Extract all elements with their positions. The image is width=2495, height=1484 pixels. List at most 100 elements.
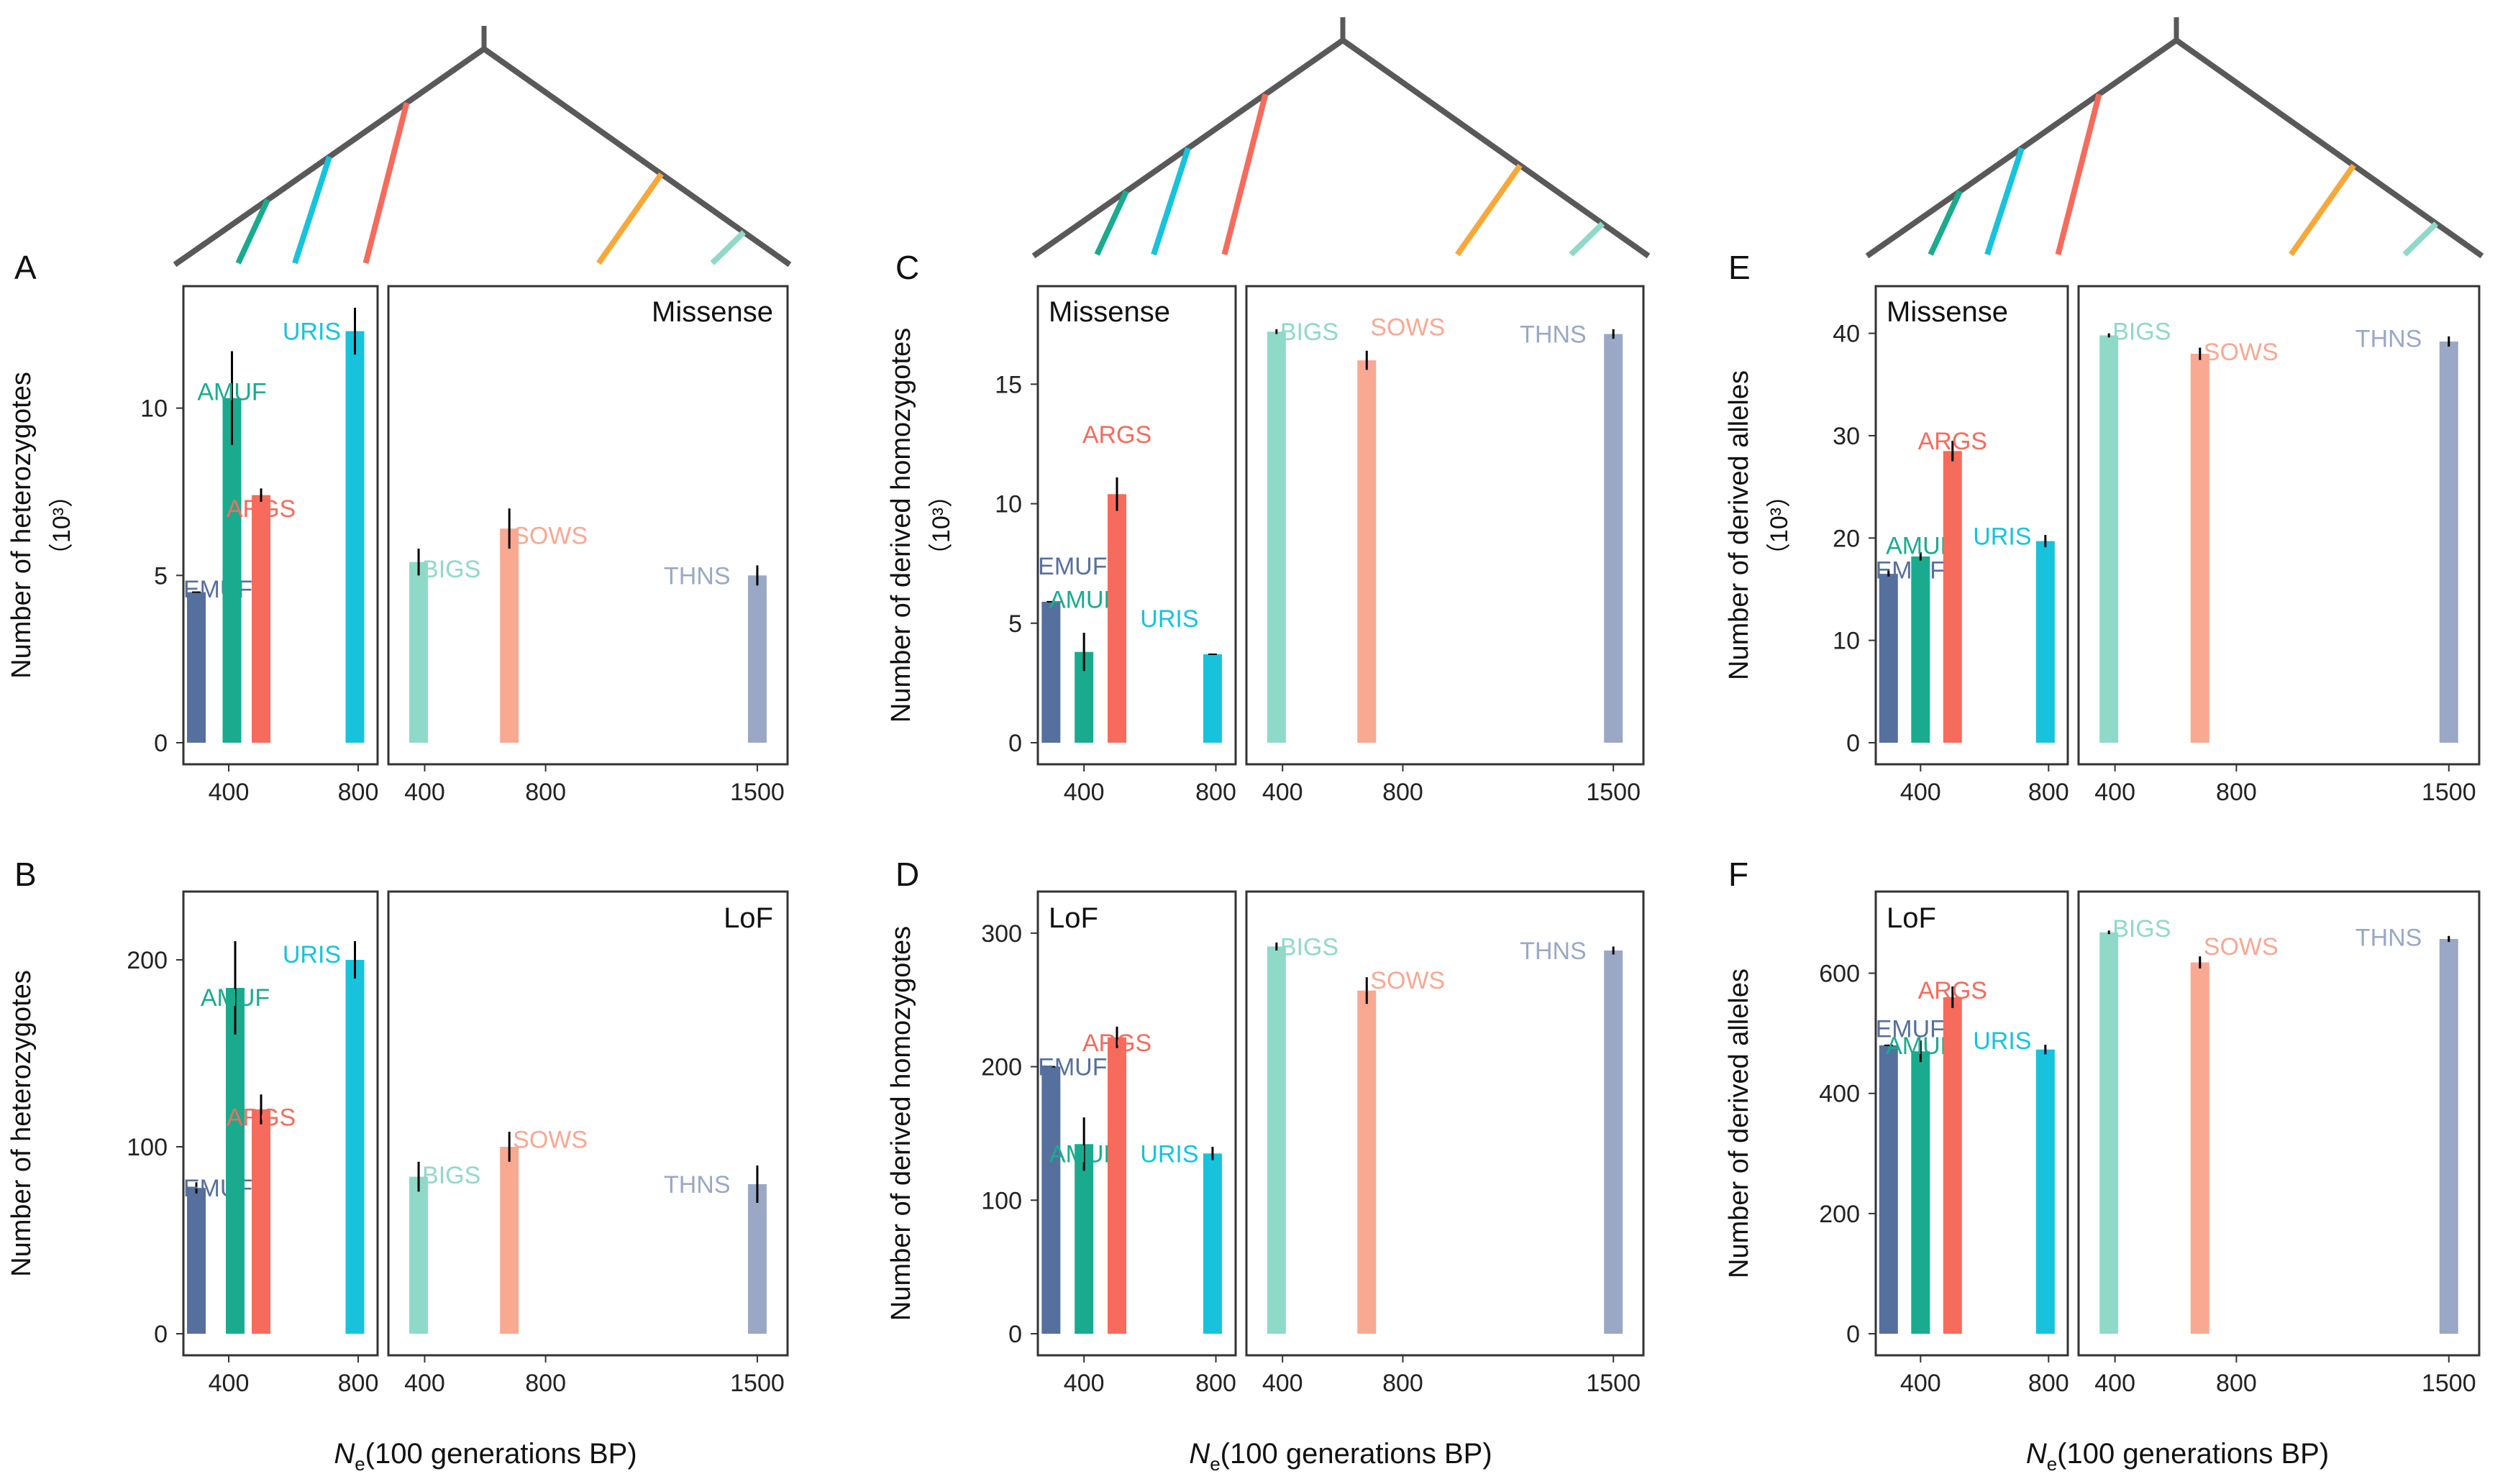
bar-label-ARGS: ARGS <box>1082 1030 1151 1057</box>
right-plot-frame <box>1245 285 1645 766</box>
bar-AMUF <box>222 398 242 743</box>
bar-EMUF <box>1879 1045 1898 1334</box>
left-plot-frame <box>182 285 379 766</box>
x-tick-label: 400 <box>2094 779 2135 806</box>
y-tick-label: 40 <box>1833 321 1860 348</box>
bar-label-THNS: THNS <box>664 562 731 590</box>
y-tick-label: 30 <box>1833 423 1860 450</box>
panel-title: Missense <box>652 296 773 328</box>
x-tick-label: 400 <box>1262 779 1303 806</box>
x-tick-label: 800 <box>2028 779 2069 806</box>
x-tick-label: 400 <box>1064 779 1105 806</box>
bar-label-AMUF: AMUF <box>197 378 266 406</box>
bar-label-ARGS: ARGS <box>1082 421 1151 449</box>
y-tick-label: 200 <box>127 947 168 974</box>
bar-label-SOWS: SOWS <box>2204 933 2279 961</box>
bar-SOWS <box>500 1147 519 1334</box>
tree-leaf-SOWS <box>1455 163 1523 257</box>
x-tick-label: 400 <box>404 1370 445 1397</box>
bar-URIS <box>1203 654 1222 743</box>
tree-right-branch <box>1341 37 1651 259</box>
tree-leaf-AMUF <box>235 198 270 265</box>
bar-THNS <box>1604 951 1623 1334</box>
bar-BIGS <box>409 1176 429 1334</box>
bar-URIS <box>1203 1153 1222 1334</box>
y-tick-label: 0 <box>1846 730 1860 757</box>
x-tick-label: 1500 <box>1586 1370 1641 1397</box>
bar-label-SOWS: SOWS <box>513 522 588 549</box>
bar-SOWS <box>500 528 519 743</box>
y-tick-label: 15 <box>995 371 1022 398</box>
bar-ARGS <box>1108 1037 1126 1334</box>
y-axis-label: Number of derived alleles <box>1724 968 1754 1278</box>
bar-label-URIS: URIS <box>1973 1027 2031 1055</box>
x-tick-label: 1500 <box>1586 779 1641 806</box>
tree-leaf-ARGS <box>2055 93 2102 255</box>
bar-label-EMUF: EMUF <box>1038 1054 1107 1081</box>
bar-ARGS <box>252 495 270 743</box>
bar-ARGS <box>1943 451 1962 743</box>
bar-label-SOWS: SOWS <box>1370 967 1445 994</box>
bar-URIS <box>345 331 365 743</box>
bar-URIS <box>2035 541 2055 743</box>
tree-right-branch <box>482 46 792 267</box>
left-plot-frame <box>1036 285 1237 766</box>
left-plot-frame <box>1874 890 2069 1357</box>
tree-leaf-BIGS <box>710 230 747 265</box>
bar-THNS <box>2439 938 2458 1334</box>
tree-leaf-URIS <box>1151 147 1191 256</box>
y-tick-label: 600 <box>1819 961 1860 988</box>
panel-title: LoF <box>1887 902 1936 934</box>
bar-label-SOWS: SOWS <box>513 1127 588 1154</box>
x-tick-label: 400 <box>404 779 445 806</box>
bar-EMUF <box>1041 1066 1061 1334</box>
bar-label-ARGS: ARGS <box>227 495 296 523</box>
bar-BIGS <box>2099 335 2119 743</box>
panel-letter: E <box>1728 249 1751 286</box>
bar-label-AMUF: AMUF <box>201 984 270 1012</box>
left-plot-frame <box>1874 285 2069 766</box>
bar-label-THNS: THNS <box>1520 321 1587 349</box>
bar-ARGS <box>1108 494 1126 743</box>
panel-A: A Missense 0 5 10 400 800 400 800 1500 Number of h… <box>6 249 789 806</box>
bar-label-URIS: URIS <box>283 941 341 968</box>
bar-label-EMUF: EMUF <box>1876 556 1945 584</box>
panel-D: D LoF 0 100 200 300 400 800 400 800 1500 Number of … <box>886 856 1645 1397</box>
bar-THNS <box>747 1184 767 1334</box>
x-tick-label: 800 <box>525 1370 566 1397</box>
y-tick-label: 0 <box>1846 1321 1860 1348</box>
x-tick-label: 400 <box>209 779 250 806</box>
y-tick-label: 0 <box>154 730 168 757</box>
bar-THNS <box>747 575 767 743</box>
x-axis-label: Ne(100 generations BP) <box>2026 1438 2329 1475</box>
tree-leaf-BIGS <box>2402 221 2439 257</box>
bar-label-BIGS: BIGS <box>1280 319 1338 346</box>
bar-label-SOWS: SOWS <box>2204 339 2279 366</box>
y-tick-label: 20 <box>1833 525 1860 552</box>
bar-label-ARGS: ARGS <box>227 1104 296 1131</box>
x-tick-label: 800 <box>1382 779 1423 806</box>
x-tick-label: 800 <box>1195 1370 1236 1397</box>
y-tick-label: 400 <box>1819 1081 1860 1108</box>
y-axis-label: Number of heterozygotes <box>6 372 37 679</box>
panel-title: Missense <box>1887 296 2008 328</box>
tree-leaf-SOWS <box>596 172 664 265</box>
bar-URIS <box>2035 1049 2055 1334</box>
bar-label-THNS: THNS <box>2355 326 2422 353</box>
x-tick-label: 400 <box>2094 1370 2135 1397</box>
tree-right-branch <box>2174 37 2484 259</box>
panel-C: C Missense 0 5 10 15 400 800 400 800 1500 Number of… <box>886 249 1645 806</box>
bar-EMUF <box>187 592 206 743</box>
bar-label-EMUF: EMUF <box>1038 553 1107 580</box>
x-tick-label: 400 <box>1064 1370 1105 1397</box>
bar-AMUF <box>1911 556 1930 743</box>
tree-leaf-AMUF <box>1928 190 1963 256</box>
bar-label-EMUF: EMUF <box>1876 1015 1945 1043</box>
y-axis-unit: （10³） <box>48 483 76 567</box>
left-plot-frame <box>182 890 379 1357</box>
y-tick-label: 0 <box>1008 730 1022 757</box>
x-tick-label: 400 <box>1900 1370 1941 1397</box>
bar-THNS <box>1604 334 1623 743</box>
y-tick-label: 100 <box>981 1187 1022 1214</box>
